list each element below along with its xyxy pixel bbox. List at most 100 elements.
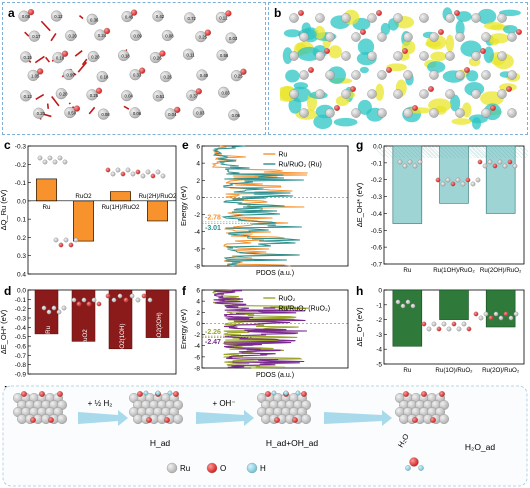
hatch-line: [447, 145, 460, 159]
y-tick-label: -0.7: [15, 353, 27, 360]
ru-atom: [403, 108, 413, 118]
hatch-line: [494, 145, 507, 159]
ru-atom: [86, 89, 98, 101]
y-tick-label: 0: [378, 288, 382, 295]
pdos-curve: [213, 289, 308, 369]
o-atom: [490, 105, 496, 111]
thumb-atom: [81, 297, 87, 303]
ru-atom: [507, 70, 517, 80]
thumb-atom: [58, 242, 64, 248]
y-tick-label: 0.0: [17, 288, 26, 295]
ru-atom: [218, 86, 230, 98]
charge-lobe: [430, 51, 447, 62]
hatch-line: [463, 145, 476, 159]
ru-atom: [228, 109, 240, 121]
bar-label: Ru/RuO2(2OH): [156, 312, 163, 355]
hatch-line: [498, 145, 511, 159]
bar-label: Ru: [43, 204, 51, 211]
ru-atom: [55, 88, 67, 100]
ru-o-bond: [74, 50, 83, 57]
thumb-atom: [47, 155, 53, 161]
ru-atom: [50, 10, 63, 22]
y-tick-label: -0.2: [371, 177, 383, 184]
product-h-atom: [418, 465, 424, 471]
thumb-atom: [503, 311, 509, 317]
ru-atom: [315, 13, 325, 23]
thumb-atom: [502, 163, 508, 169]
y-tick-label: -6: [194, 246, 200, 253]
o-atom: [204, 29, 212, 36]
ru-atom: [445, 89, 455, 99]
thumb-atom: [512, 163, 518, 169]
legend-label: Ru: [180, 464, 190, 473]
ru-atom: [299, 32, 309, 42]
plot-frame: [27, 289, 177, 375]
thumb-atom: [451, 321, 457, 327]
ru-atom: [325, 108, 335, 118]
thumb-atom: [417, 159, 423, 165]
o-atom: [506, 86, 512, 92]
ru-atom: [471, 51, 481, 61]
thumb-atom: [140, 173, 146, 179]
thumb-atom: [141, 293, 147, 299]
state2-label: H_ad+OH_ad: [266, 438, 318, 448]
cluster-o-atom: [137, 391, 143, 397]
ru-o-bond: [50, 33, 57, 42]
ru-atom: [497, 89, 507, 99]
o-atom: [464, 67, 470, 73]
cluster-o-atom: [439, 391, 445, 397]
ru-atom: [160, 71, 172, 83]
charge-value: 0.26: [164, 75, 173, 80]
ru-atom: [445, 13, 455, 23]
hatch-line: [471, 145, 484, 159]
charge-value: 0.56: [220, 53, 229, 58]
charge-value: 0.20: [37, 111, 46, 116]
charge-lobe: [297, 46, 321, 62]
hatch-line: [408, 145, 422, 159]
cluster-o-atom: [430, 417, 436, 423]
o-atom: [298, 10, 304, 16]
hatch-line: [443, 145, 456, 159]
thumb-atom: [56, 309, 62, 315]
ru-atom: [118, 49, 130, 61]
y-tick-label: -0.2: [15, 162, 27, 169]
o-atom: [130, 9, 138, 16]
cluster-ru-atom: [57, 414, 67, 424]
y-tick-label: -0.4: [15, 325, 27, 332]
thumb-atom: [117, 293, 123, 299]
bar: [36, 178, 57, 202]
o-atom: [240, 68, 247, 75]
o-atom: [438, 29, 444, 35]
o-atom: [225, 10, 232, 17]
charge-lobe: [477, 8, 497, 25]
o-atom: [386, 67, 392, 73]
charge-lobe: [328, 45, 342, 59]
ru-o-bond: [68, 102, 71, 105]
panel-b-label: b: [274, 6, 282, 20]
thumb-atom: [37, 155, 43, 161]
hatch-line: [423, 145, 436, 159]
y-axis-label: ΔE_O* (eV): [355, 307, 364, 347]
cluster-h-atom: [271, 390, 277, 396]
ru-atom: [289, 89, 299, 99]
y-tick-label: -0.8: [15, 362, 27, 369]
hatch-line: [482, 145, 495, 159]
panel-e-chart: -8 -6 -4 -2 0 2 4 6 Energy (eV) PDOS (a.u.) Ru Ru/R…: [180, 144, 349, 277]
ru-atom: [393, 89, 403, 99]
bar: [485, 289, 516, 328]
ru-atom: [351, 70, 361, 80]
y-axis-label: ΔQ_Ru (eV): [0, 189, 8, 230]
cluster-h-atom: [283, 390, 289, 396]
thumb-atom: [407, 159, 413, 165]
thumb-atom: [96, 301, 102, 307]
ru-atom: [182, 48, 195, 60]
ru-o-bond: [88, 106, 96, 115]
thumb-atom: [473, 311, 479, 317]
thumb-atom: [395, 299, 401, 305]
charge-lobe: [451, 118, 472, 125]
ru-atom: [196, 69, 208, 81]
cluster-o-atom: [403, 391, 409, 397]
y-tick-label: -0.2: [15, 306, 27, 313]
legend-label: O: [220, 464, 226, 473]
ru-atom: [164, 108, 176, 120]
